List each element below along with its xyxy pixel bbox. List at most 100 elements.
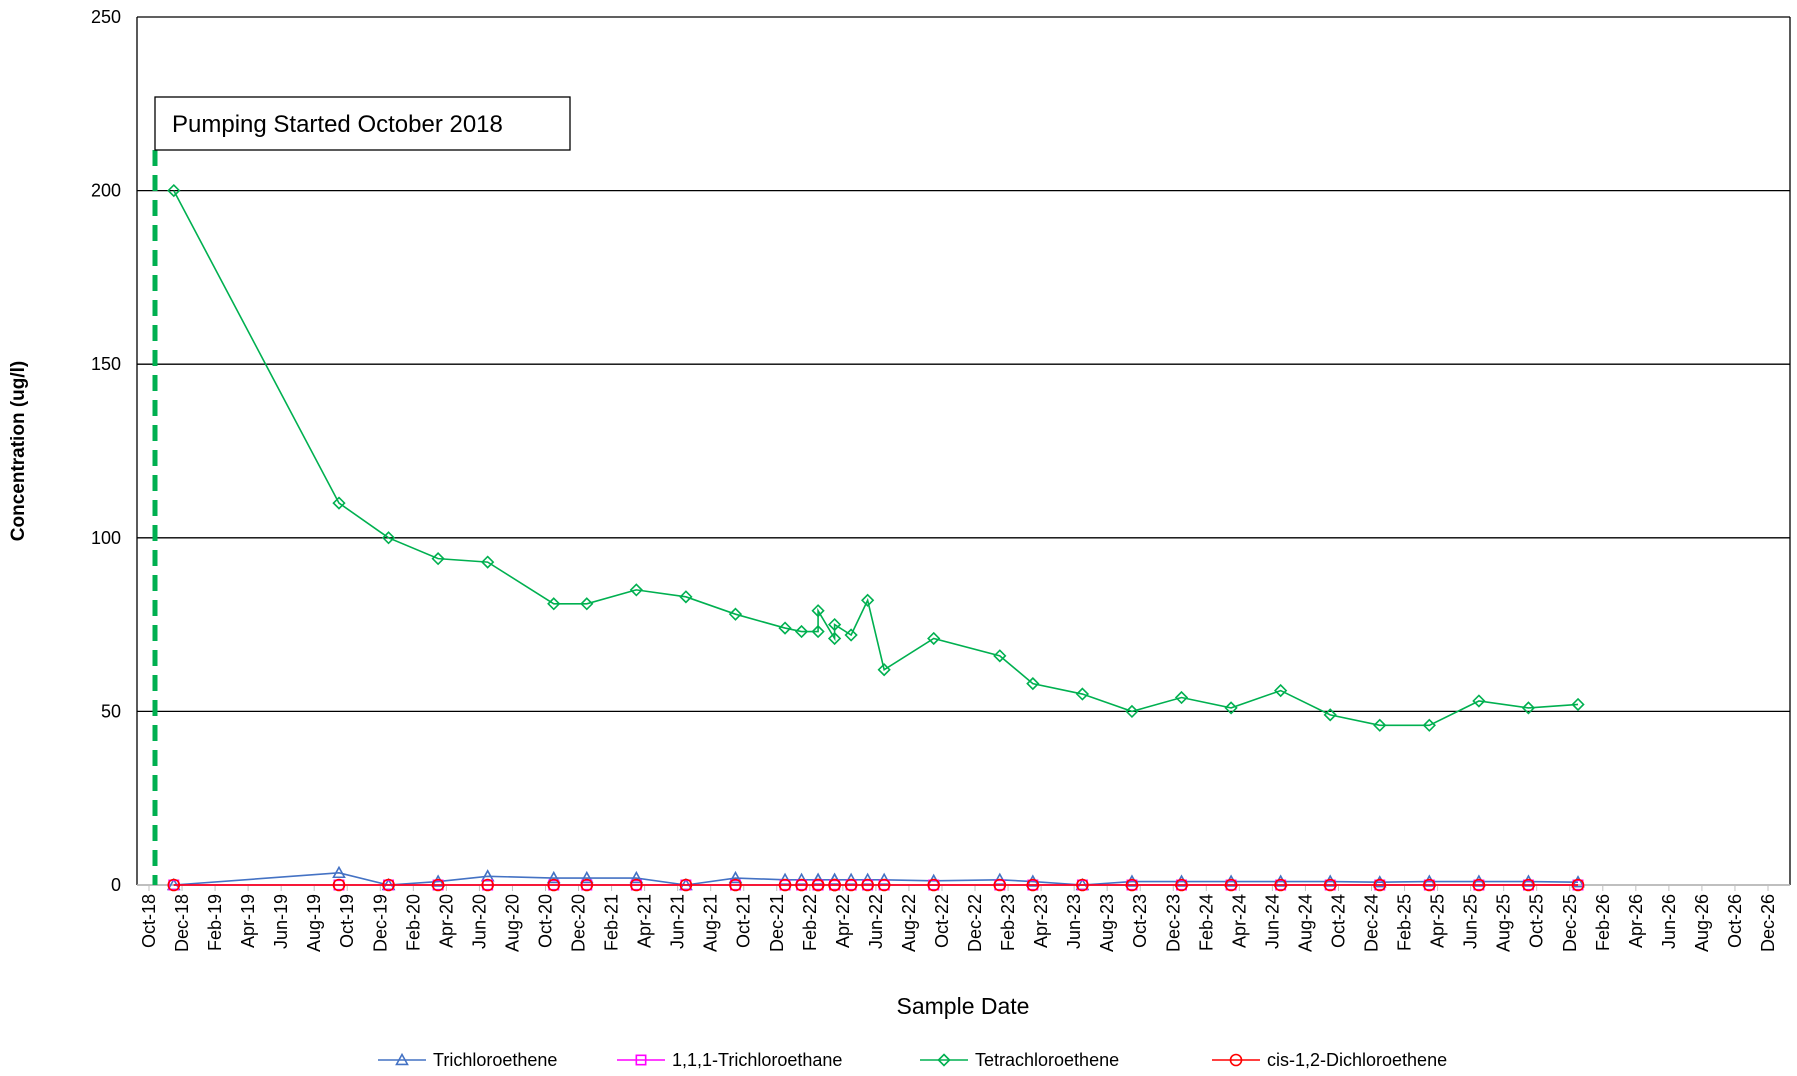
x-tick-label: Oct-24: [1328, 894, 1348, 948]
x-tick-label: Aug-19: [304, 894, 324, 952]
y-axis-title: Concentration (ug/l): [8, 361, 29, 541]
marker: [877, 872, 892, 885]
x-tick-label: Dec-22: [965, 894, 985, 952]
x-tick-label: Apr-26: [1626, 894, 1646, 948]
x-tick-label: Apr-22: [833, 894, 853, 948]
x-tick-label: Apr-24: [1229, 894, 1249, 948]
marker: [877, 878, 891, 892]
marker: [1522, 878, 1535, 892]
marker: [1075, 687, 1090, 701]
marker: [546, 870, 561, 884]
y-tick-label: 200: [91, 181, 121, 201]
marker: [1274, 878, 1287, 892]
x-tick-label: Aug-20: [502, 894, 522, 952]
y-tick-label: 50: [101, 701, 121, 721]
marker: [1224, 701, 1238, 715]
marker: [993, 649, 1007, 663]
marker: [795, 878, 808, 892]
marker: [431, 878, 445, 892]
marker: [927, 878, 941, 892]
marker: [635, 1054, 647, 1066]
marker: [778, 878, 792, 892]
x-tick-label: Feb-20: [403, 894, 423, 951]
x-tick-label: Feb-21: [602, 894, 622, 951]
marker: [860, 872, 875, 885]
marker: [1423, 878, 1436, 892]
x-tick-label: Jun-19: [271, 894, 291, 949]
x-tick-label: Jun-22: [866, 894, 886, 949]
marker: [844, 628, 858, 642]
marker: [1026, 676, 1040, 691]
marker: [1472, 878, 1486, 892]
series-line: [173, 190, 1579, 727]
x-tick-label: Oct-19: [337, 894, 357, 948]
marker: [1076, 878, 1089, 892]
x-axis-title: Sample Date: [897, 993, 1030, 1019]
marker: [827, 872, 842, 885]
x-tick-label: Feb-26: [1593, 894, 1613, 951]
marker: [1229, 1053, 1243, 1067]
marker: [382, 878, 395, 892]
x-tick-label: Dec-24: [1362, 894, 1382, 952]
marker: [861, 593, 875, 607]
marker: [729, 878, 742, 892]
x-tick-label: Apr-20: [436, 894, 456, 948]
x-tick-label: Aug-22: [899, 894, 919, 952]
marker: [1372, 875, 1387, 888]
marker: [395, 1052, 409, 1066]
marker: [431, 552, 445, 566]
marker: [1224, 878, 1238, 892]
marker: [728, 870, 743, 884]
marker: [1571, 875, 1585, 888]
marker: [629, 583, 643, 597]
marker: [1175, 878, 1188, 892]
x-tick-label: Dec-19: [370, 894, 390, 952]
x-tick-label: Aug-21: [701, 894, 721, 952]
marker: [679, 878, 693, 892]
x-tick-label: Apr-21: [635, 894, 655, 948]
marker: [811, 624, 825, 639]
marker: [993, 878, 1007, 892]
marker: [728, 607, 743, 621]
x-tick-label: Jun-25: [1461, 894, 1481, 949]
x-tick-label: Apr-23: [1031, 894, 1051, 948]
marker: [794, 624, 809, 639]
x-tick-label: Oct-26: [1725, 894, 1745, 948]
marker: [547, 878, 561, 892]
marker: [679, 590, 693, 604]
x-tick-label: Dec-20: [569, 894, 589, 952]
marker: [827, 631, 842, 646]
x-tick-label: Apr-25: [1428, 894, 1448, 948]
x-tick-label: Oct-22: [932, 894, 952, 948]
annotation-box: [154, 96, 571, 151]
marker: [1373, 878, 1387, 892]
marker: [1571, 697, 1585, 712]
x-tick-label: Jun-26: [1659, 894, 1679, 949]
marker: [877, 663, 891, 677]
marker: [481, 555, 495, 569]
x-tick-label: Feb-24: [1196, 894, 1216, 951]
y-tick-label: 250: [91, 7, 121, 27]
y-tick-label: 150: [91, 354, 121, 374]
marker: [1323, 708, 1337, 722]
marker: [861, 878, 874, 892]
marker: [844, 872, 858, 885]
x-tick-label: Oct-23: [1130, 894, 1150, 948]
marker: [1373, 718, 1387, 732]
marker: [1274, 683, 1288, 698]
y-tick-label: 100: [91, 528, 121, 548]
marker: [332, 496, 346, 510]
x-tick-label: Jun-21: [668, 894, 688, 949]
x-tick-label: Aug-23: [1097, 894, 1117, 952]
legend-label: Tetrachloroethene: [975, 1050, 1119, 1070]
y-tick-label: 0: [111, 875, 121, 895]
marker: [1571, 878, 1585, 892]
marker: [778, 621, 792, 635]
x-tick-label: Dec-18: [172, 894, 192, 952]
marker: [992, 872, 1007, 885]
marker: [827, 617, 842, 632]
marker: [1125, 704, 1139, 719]
marker: [828, 878, 841, 892]
marker: [629, 870, 644, 884]
